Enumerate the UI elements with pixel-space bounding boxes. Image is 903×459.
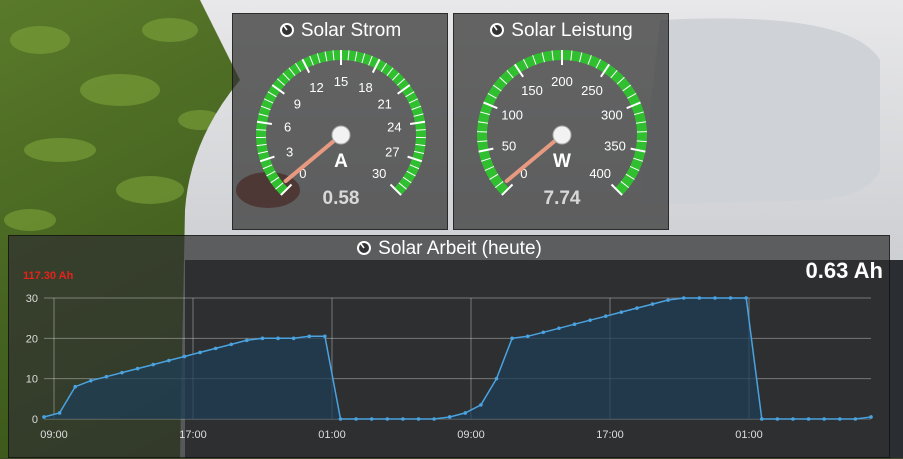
data-point: [791, 417, 795, 421]
data-point: [120, 371, 124, 375]
tick-label: 21: [377, 96, 391, 111]
data-point: [526, 335, 530, 339]
data-point: [620, 310, 624, 314]
data-point: [448, 415, 452, 419]
x-tick-label: 17:00: [596, 429, 624, 441]
data-point: [385, 417, 389, 421]
gauge-value: 0.58: [323, 188, 360, 209]
data-point: [432, 417, 436, 421]
gauge-unit: A: [334, 151, 348, 172]
data-point: [323, 335, 327, 339]
minor-tick: [256, 130, 266, 131]
data-point: [354, 417, 358, 421]
y-tick-label: 10: [26, 374, 38, 386]
data-point: [417, 417, 421, 421]
data-point: [58, 411, 62, 415]
tick-label: 100: [501, 107, 523, 122]
data-point: [495, 377, 499, 381]
data-point: [822, 417, 826, 421]
data-point: [198, 351, 202, 355]
data-point: [339, 417, 343, 421]
needle-hub: [553, 126, 571, 144]
tick-label: 150: [521, 83, 543, 98]
solar-arbeit-panel: Solar Arbeit (heute) 0.63 Ah 117.30 Ah 0…: [8, 235, 890, 458]
data-point: [464, 411, 468, 415]
tick-label: 6: [284, 120, 291, 135]
data-point: [666, 298, 670, 302]
data-point: [542, 330, 546, 334]
tick-label: 30: [372, 166, 386, 181]
gauge-unit: W: [553, 151, 571, 172]
y-tick-label: 20: [26, 333, 38, 345]
x-tick-label: 09:00: [457, 429, 485, 441]
tick-label: 3: [286, 145, 293, 160]
tick-label: 200: [551, 74, 573, 89]
data-point: [869, 415, 873, 419]
data-point: [136, 367, 140, 371]
x-tick-label: 17:00: [179, 429, 207, 441]
data-point: [854, 417, 858, 421]
data-point: [214, 347, 218, 351]
data-point: [479, 403, 483, 407]
data-point: [698, 296, 702, 300]
data-point: [588, 318, 592, 322]
data-point: [73, 385, 77, 389]
data-point: [651, 302, 655, 306]
data-point: [713, 296, 717, 300]
data-point: [42, 415, 46, 419]
data-point: [370, 417, 374, 421]
data-point: [105, 375, 109, 379]
x-tick-label: 01:00: [735, 429, 763, 441]
gauge-needle: [286, 135, 341, 181]
needle-hub: [332, 126, 350, 144]
minor-tick: [416, 130, 426, 131]
tick-label: 24: [387, 120, 401, 135]
data-point: [401, 417, 405, 421]
tick-label: 9: [294, 96, 301, 111]
tick-label: 300: [601, 107, 623, 122]
data-point: [729, 296, 733, 300]
tick-label: 12: [309, 80, 323, 95]
data-point: [557, 326, 561, 330]
data-point: [682, 296, 686, 300]
data-point: [744, 296, 748, 300]
data-point: [89, 379, 93, 383]
y-tick-label: 0: [32, 414, 38, 426]
data-point: [838, 417, 842, 421]
data-point: [604, 314, 608, 318]
data-point: [573, 322, 577, 326]
data-point: [510, 337, 514, 341]
data-point: [760, 417, 764, 421]
tick-label: 15: [334, 74, 348, 89]
tick-label: 27: [385, 145, 399, 160]
data-point: [245, 339, 249, 343]
data-point: [807, 417, 811, 421]
tick-label: 250: [581, 83, 603, 98]
data-point: [635, 306, 639, 310]
data-point: [167, 359, 171, 363]
data-point: [151, 363, 155, 367]
data-point: [229, 343, 233, 347]
tick-label: 350: [604, 139, 626, 154]
data-point: [776, 417, 780, 421]
data-point: [261, 337, 265, 341]
tick-label: 400: [589, 166, 611, 181]
data-point: [292, 337, 296, 341]
data-point: [183, 355, 187, 359]
gauge-value: 7.74: [544, 188, 581, 209]
data-point: [276, 337, 280, 341]
tick-label: 50: [502, 139, 516, 154]
series-area: [44, 298, 871, 419]
y-tick-label: 30: [26, 293, 38, 305]
solar-arbeit-chart: 0 10 20 30 09:00 17:00 01:00 09:00 17:00 01:00: [9, 236, 891, 459]
tick-label: 18: [358, 80, 372, 95]
data-point: [307, 335, 311, 339]
x-tick-label: 09:00: [40, 429, 68, 441]
x-tick-label: 01:00: [318, 429, 346, 441]
